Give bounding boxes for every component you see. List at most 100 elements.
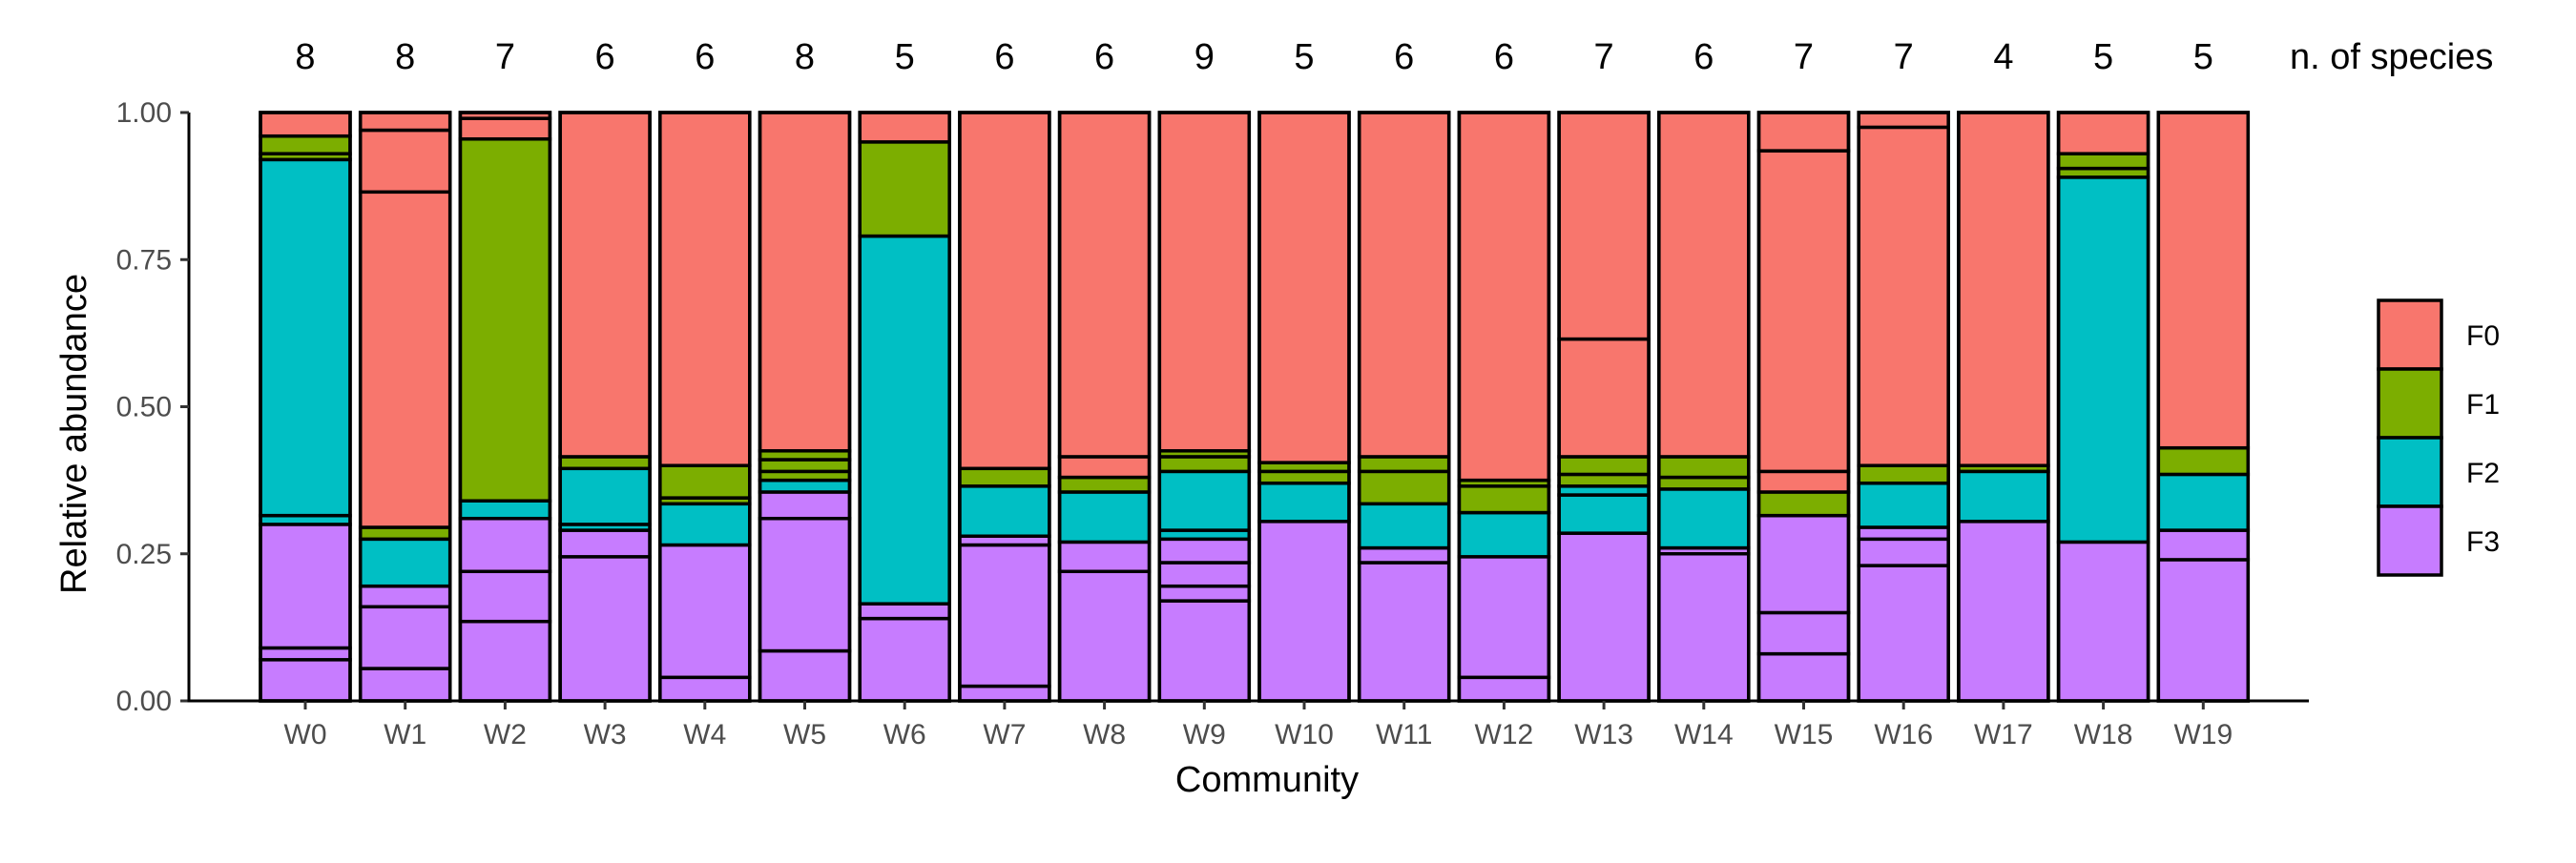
bar-w10 bbox=[1257, 111, 1351, 703]
bar-segment-f2 bbox=[1557, 493, 1651, 535]
bar-segment-f3 bbox=[2156, 558, 2251, 703]
y-tick-label: 0.50 bbox=[116, 392, 172, 423]
bar-w4 bbox=[658, 111, 752, 703]
bar-segment-f0 bbox=[1857, 125, 1950, 467]
bar-segment-f3 bbox=[259, 658, 352, 703]
bar-w17 bbox=[1957, 111, 2050, 703]
species-count: 6 bbox=[695, 37, 715, 77]
bar-segment-f1 bbox=[1557, 472, 1651, 488]
species-count: 6 bbox=[1693, 37, 1714, 77]
bar-segment-f0 bbox=[558, 111, 652, 459]
bar-segment-f1 bbox=[1657, 475, 1751, 491]
bar-w15 bbox=[1756, 111, 1851, 703]
x-tick-label: W0 bbox=[284, 719, 327, 750]
legend-item-f1: F1 bbox=[2377, 367, 2500, 440]
bar-segment-f3 bbox=[1756, 513, 1851, 615]
bar-segment-f3 bbox=[758, 516, 852, 653]
x-axis-title: Community bbox=[1175, 760, 1359, 800]
bar-segment-f0 bbox=[1357, 111, 1451, 459]
x-tick-label: W12 bbox=[1475, 719, 1534, 750]
x-tick-label: W14 bbox=[1674, 719, 1734, 750]
bar-segment-f3 bbox=[1657, 552, 1751, 703]
bar-segment-f2 bbox=[2156, 472, 2251, 532]
bar-w11 bbox=[1357, 111, 1451, 703]
bar-w2 bbox=[458, 111, 552, 703]
bar-segment-f3 bbox=[658, 543, 752, 680]
bar-segment-f3 bbox=[1057, 540, 1152, 574]
bar-segment-f0 bbox=[358, 190, 452, 529]
legend-item-f2: F2 bbox=[2377, 436, 2500, 508]
species-count: 8 bbox=[295, 37, 315, 77]
bar-segment-f1 bbox=[1357, 469, 1451, 506]
bar-segment-f3 bbox=[1257, 520, 1351, 703]
bar-segment-f3 bbox=[1357, 561, 1451, 703]
bar-segment-f0 bbox=[458, 116, 552, 141]
bar-w5 bbox=[758, 111, 852, 703]
bar-segment-f0 bbox=[858, 111, 951, 144]
bar-segment-f3 bbox=[2156, 528, 2251, 562]
y-tick-label: 0.00 bbox=[116, 686, 172, 717]
bar-segment-f1 bbox=[358, 525, 452, 542]
bar-segment-f0 bbox=[1857, 111, 1950, 130]
bar-segment-f3 bbox=[1357, 545, 1451, 565]
bar-segment-f2 bbox=[259, 157, 352, 518]
species-count-header: n. of species bbox=[2290, 37, 2493, 77]
legend-label: F3 bbox=[2466, 526, 2500, 558]
bar-segment-f2 bbox=[2056, 175, 2150, 545]
bar-segment-f1 bbox=[1857, 463, 1950, 485]
bar-segment-f1 bbox=[758, 458, 852, 474]
bar-w16 bbox=[1857, 111, 1950, 703]
bar-segment-f3 bbox=[558, 555, 652, 703]
bar-segment-f3 bbox=[1157, 561, 1252, 588]
species-count: 6 bbox=[994, 37, 1014, 77]
bar-segment-f1 bbox=[259, 134, 352, 155]
x-tick-label: W6 bbox=[883, 719, 926, 750]
y-axis: 0.00 0.25 0.50 0.75 1.00 bbox=[116, 97, 191, 717]
species-count: 4 bbox=[1993, 37, 2013, 77]
species-count: 6 bbox=[1094, 37, 1114, 77]
bar-segment-f3 bbox=[1957, 520, 2050, 703]
legend: F0 F1 F2 F3 bbox=[2377, 298, 2500, 577]
bar-segment-f3 bbox=[2056, 540, 2150, 703]
bar-w14 bbox=[1657, 111, 1751, 703]
bar-segment-f1 bbox=[2156, 445, 2251, 477]
species-count: 8 bbox=[795, 37, 815, 77]
x-tick-label: W11 bbox=[1376, 719, 1432, 750]
legend-key bbox=[2377, 298, 2443, 371]
bar-segment-f2 bbox=[1857, 481, 1950, 529]
x-tick-label: W3 bbox=[584, 719, 627, 750]
bar-segment-f3 bbox=[458, 619, 552, 703]
legend-key bbox=[2377, 367, 2443, 440]
bar-segment-f3 bbox=[259, 523, 352, 650]
legend-label: F2 bbox=[2466, 458, 2500, 489]
bar-w7 bbox=[958, 111, 1051, 703]
legend-item-f3: F3 bbox=[2377, 504, 2500, 577]
bar-segment-f0 bbox=[2056, 111, 2150, 155]
species-count: 6 bbox=[1494, 37, 1514, 77]
bar-segment-f0 bbox=[259, 111, 352, 138]
bar-segment-f3 bbox=[1756, 651, 1851, 703]
x-tick-label: W2 bbox=[484, 719, 527, 750]
bar-segment-f3 bbox=[1756, 610, 1851, 656]
bar-segment-f0 bbox=[1557, 337, 1651, 459]
y-tick-label: 0.75 bbox=[116, 244, 172, 276]
bar-segment-f1 bbox=[858, 140, 951, 238]
bar-segment-f3 bbox=[358, 584, 452, 609]
x-tick-label: W5 bbox=[783, 719, 826, 750]
bar-segment-f2 bbox=[458, 499, 552, 521]
bar-segment-f0 bbox=[1756, 469, 1851, 494]
bars bbox=[259, 111, 2251, 703]
bar-segment-f2 bbox=[558, 466, 652, 526]
bar-w18 bbox=[2056, 111, 2150, 703]
bar-segment-f3 bbox=[758, 648, 852, 703]
bar-segment-f3 bbox=[958, 684, 1051, 703]
bar-segment-f0 bbox=[358, 111, 452, 133]
x-tick-label: W9 bbox=[1183, 719, 1226, 750]
bar-segment-f3 bbox=[1557, 531, 1651, 703]
bar-segment-f1 bbox=[1756, 490, 1851, 518]
bar-segment-f3 bbox=[658, 675, 752, 703]
species-count: 7 bbox=[1594, 37, 1614, 77]
y-tick-label: 0.25 bbox=[116, 539, 172, 570]
bar-segment-f3 bbox=[1157, 537, 1252, 565]
bar-segment-f0 bbox=[1257, 111, 1351, 464]
